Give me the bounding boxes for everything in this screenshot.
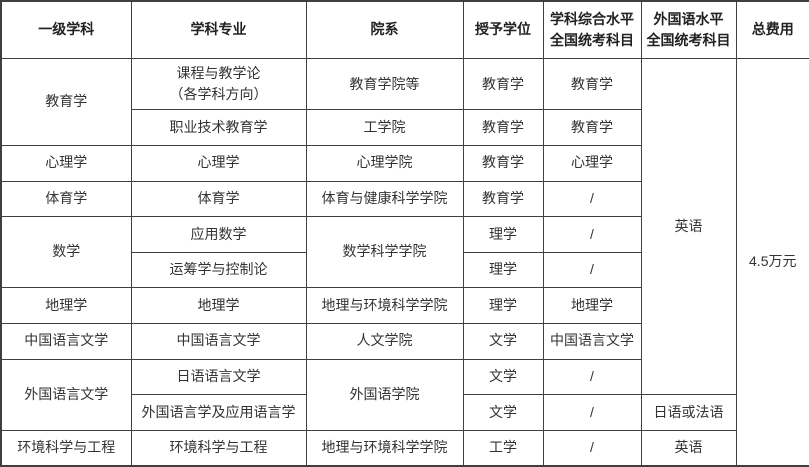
header-department: 院系 xyxy=(305,0,464,60)
cell-language-exam: 英语 xyxy=(640,58,737,396)
cell-degree: 教育学 xyxy=(462,144,544,182)
cell-major: 体育学 xyxy=(130,180,307,218)
cell-major: 运筹学与控制论 xyxy=(130,251,307,289)
cell-discipline: 地理学 xyxy=(0,287,132,325)
header-degree: 授予学位 xyxy=(462,0,544,60)
cell-degree: 文学 xyxy=(462,323,544,360)
table-row: 数学 应用数学 数学科学学院 理学 / xyxy=(0,216,809,289)
cell-subject-exam: 教育学 xyxy=(542,58,642,111)
table-row: 外国语言文学 日语语言文学 外国语学院 文学 / xyxy=(0,358,809,431)
cell-subject-exam: / xyxy=(542,429,642,467)
cell-degree: 理学 xyxy=(462,216,544,253)
header-major: 学科专业 xyxy=(130,0,307,60)
cell-major: 环境科学与工程 xyxy=(130,429,307,467)
header-language-exam: 外国语水平 全国统考科目 xyxy=(640,0,737,60)
table-row: 体育学 体育学 体育与健康科学学院 教育学 / xyxy=(0,180,809,218)
cell-discipline: 体育学 xyxy=(0,180,132,218)
cell-discipline: 外国语言文学 xyxy=(0,358,132,431)
cell-discipline: 数学 xyxy=(0,216,132,289)
cell-subject-exam: / xyxy=(542,216,642,253)
table-row: 心理学 心理学 心理学院 教育学 心理学 xyxy=(0,144,809,182)
cell-major: 地理学 xyxy=(130,287,307,325)
cell-department: 地理与环境科学学院 xyxy=(305,429,464,467)
cell-major: 中国语言文学 xyxy=(130,323,307,360)
cell-discipline: 教育学 xyxy=(0,58,132,146)
cell-degree: 教育学 xyxy=(462,58,544,111)
table-row: 外国语言学及应用语言学 文学 / 日语或法语 xyxy=(1,394,809,431)
cell-department: 教育学院等 xyxy=(305,58,464,111)
cell-major: 应用数学 xyxy=(130,216,307,253)
cell-subject-exam: / xyxy=(542,251,642,289)
cell-degree: 教育学 xyxy=(462,180,544,218)
cell-department: 工学院 xyxy=(305,109,464,146)
cell-major: 职业技术教育学 xyxy=(130,109,307,146)
cell-degree: 文学 xyxy=(462,394,544,431)
cell-subject-exam: 心理学 xyxy=(542,144,642,182)
cell-language-exam: 英语 xyxy=(640,429,737,467)
header-total-fee: 总费用 xyxy=(735,0,809,60)
cell-major: 心理学 xyxy=(130,144,307,182)
header-row: 一级学科 学科专业 院系 授予学位 学科综合水平 全国统考科目 外国语水平 全国… xyxy=(0,0,809,60)
cell-discipline: 中国语言文学 xyxy=(0,323,132,360)
cell-subject-exam: 教育学 xyxy=(542,109,642,146)
cell-department: 数学科学学院 xyxy=(305,216,464,289)
cell-discipline: 环境科学与工程 xyxy=(0,429,132,467)
cell-department: 外国语学院 xyxy=(305,358,464,431)
cell-subject-exam: 中国语言文学 xyxy=(542,323,642,360)
cell-subject-exam: / xyxy=(542,358,642,396)
cell-major: 外国语言学及应用语言学 xyxy=(130,394,307,431)
cell-major: 课程与教学论 （各学科方向） xyxy=(130,58,307,111)
cell-degree: 理学 xyxy=(462,287,544,325)
cell-department: 心理学院 xyxy=(305,144,464,182)
header-subject-exam: 学科综合水平 全国统考科目 xyxy=(542,0,642,60)
table-row: 职业技术教育学 工学院 教育学 教育学 xyxy=(1,109,809,146)
header-discipline: 一级学科 xyxy=(0,0,132,60)
cell-degree: 工学 xyxy=(462,429,544,467)
cell-language-exam: 日语或法语 xyxy=(640,394,737,431)
cell-subject-exam: 地理学 xyxy=(542,287,642,325)
cell-subject-exam: / xyxy=(542,180,642,218)
cell-department: 人文学院 xyxy=(305,323,464,360)
cell-degree: 理学 xyxy=(462,251,544,289)
cell-department: 地理与环境科学学院 xyxy=(305,287,464,325)
cell-discipline: 心理学 xyxy=(0,144,132,182)
table-row: 教育学 课程与教学论 （各学科方向） 教育学院等 教育学 教育学 英语 4.5万… xyxy=(0,58,809,467)
table-row: 运筹学与控制论 理学 / xyxy=(1,251,809,289)
table-row: 环境科学与工程 环境科学与工程 地理与环境科学学院 工学 / 英语 xyxy=(0,429,809,467)
cell-total-fee: 4.5万元 xyxy=(735,58,809,467)
cell-degree: 文学 xyxy=(462,358,544,396)
cell-degree: 教育学 xyxy=(462,109,544,146)
cell-department: 体育与健康科学学院 xyxy=(305,180,464,218)
cell-major: 日语语言文学 xyxy=(130,358,307,396)
cell-subject-exam: / xyxy=(542,394,642,431)
